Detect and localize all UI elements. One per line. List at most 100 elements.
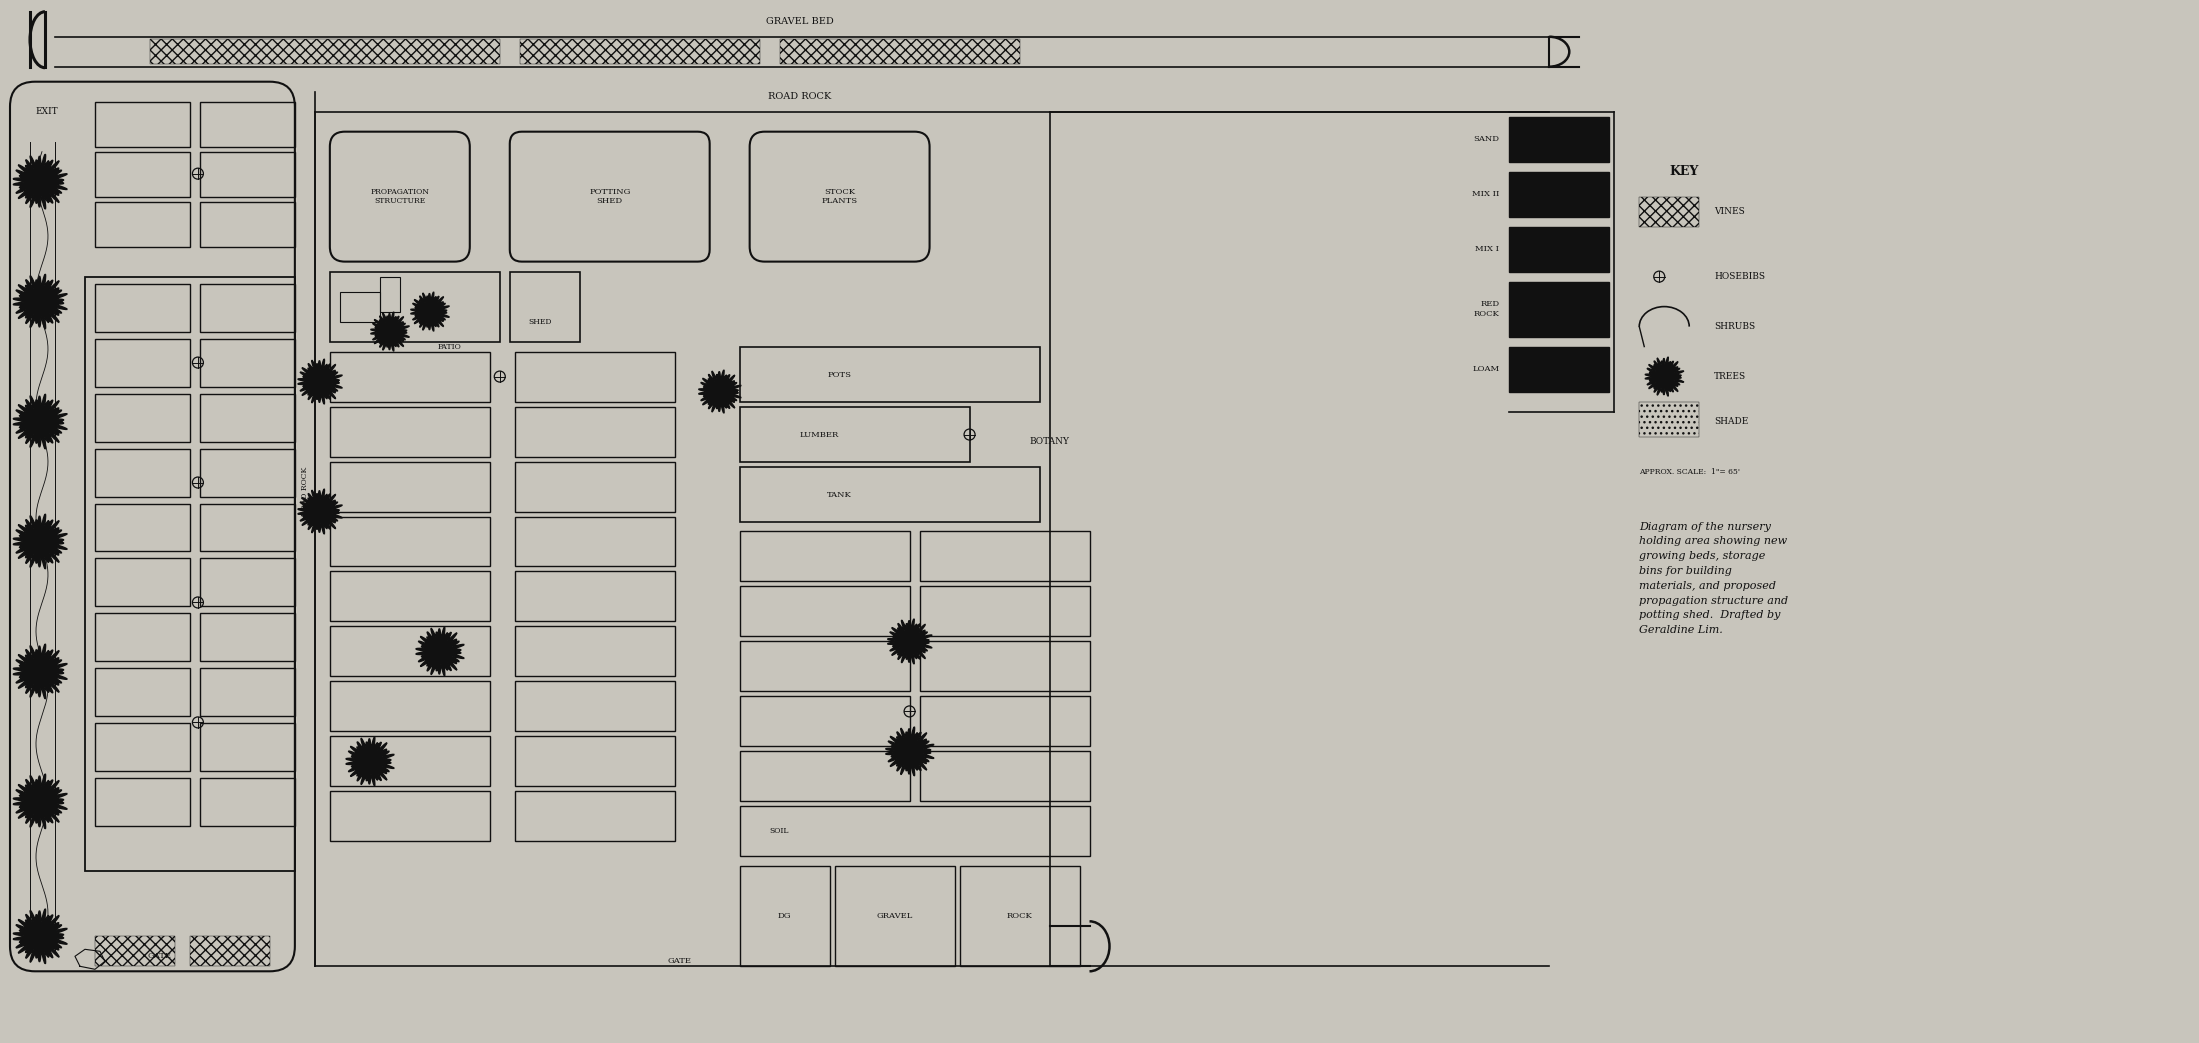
- Bar: [739, 867, 829, 966]
- Polygon shape: [297, 489, 343, 534]
- Bar: [95, 339, 189, 387]
- Bar: [515, 461, 675, 511]
- Text: LUMBER: LUMBER: [800, 431, 840, 438]
- Polygon shape: [13, 514, 66, 568]
- Bar: [95, 151, 189, 197]
- Polygon shape: [13, 645, 66, 699]
- Bar: [95, 558, 189, 606]
- Bar: [330, 516, 490, 566]
- Text: LOAM: LOAM: [1471, 365, 1500, 373]
- Text: STOCK
PLANTS: STOCK PLANTS: [822, 188, 858, 205]
- Text: SHRUBS: SHRUBS: [1715, 322, 1755, 331]
- Bar: [739, 806, 1089, 856]
- Bar: [781, 39, 1020, 64]
- Text: Diagram of the nursery
holding area showing new
growing beds, storage
bins for b: Diagram of the nursery holding area show…: [1638, 522, 1788, 635]
- Bar: [739, 407, 970, 461]
- Text: SHED: SHED: [528, 317, 552, 325]
- Bar: [1509, 226, 1610, 271]
- Bar: [200, 778, 295, 826]
- Bar: [739, 466, 1040, 522]
- Text: MIX I: MIX I: [1476, 245, 1500, 253]
- Polygon shape: [416, 627, 464, 676]
- Polygon shape: [372, 312, 409, 351]
- Polygon shape: [297, 359, 343, 404]
- Bar: [200, 504, 295, 552]
- Polygon shape: [13, 774, 66, 829]
- Bar: [919, 641, 1089, 692]
- Bar: [95, 669, 189, 717]
- Bar: [919, 751, 1089, 801]
- Bar: [200, 669, 295, 717]
- Bar: [200, 558, 295, 606]
- Bar: [739, 697, 910, 747]
- Bar: [200, 448, 295, 496]
- Bar: [200, 101, 295, 147]
- Bar: [919, 697, 1089, 747]
- Bar: [200, 339, 295, 387]
- Bar: [330, 627, 490, 677]
- Bar: [95, 201, 189, 246]
- Bar: [739, 751, 910, 801]
- Bar: [1509, 346, 1610, 391]
- Polygon shape: [411, 292, 449, 331]
- Bar: [200, 613, 295, 661]
- Bar: [739, 641, 910, 692]
- Polygon shape: [13, 274, 66, 329]
- Bar: [95, 613, 189, 661]
- Text: MIX II: MIX II: [1471, 190, 1500, 198]
- Bar: [95, 937, 176, 966]
- Bar: [1638, 402, 1700, 437]
- Polygon shape: [345, 737, 394, 785]
- Text: TREES: TREES: [1715, 372, 1746, 381]
- Text: DG: DG: [778, 913, 792, 920]
- Bar: [515, 736, 675, 786]
- Text: RED
ROCK: RED ROCK: [1473, 300, 1500, 318]
- Text: POTTING
SHED: POTTING SHED: [589, 188, 631, 205]
- Bar: [959, 867, 1080, 966]
- Text: KEY: KEY: [1669, 165, 1698, 178]
- Bar: [95, 504, 189, 552]
- Bar: [515, 681, 675, 731]
- Bar: [200, 284, 295, 332]
- Text: EXIT: EXIT: [35, 107, 57, 116]
- Bar: [330, 792, 490, 842]
- Text: PROPAGATION
STRUCTURE: PROPAGATION STRUCTURE: [369, 188, 429, 205]
- Bar: [515, 516, 675, 566]
- Bar: [95, 448, 189, 496]
- Bar: [95, 101, 189, 147]
- Bar: [836, 867, 954, 966]
- Bar: [200, 393, 295, 441]
- Text: SHADE: SHADE: [1715, 417, 1748, 426]
- Polygon shape: [888, 618, 932, 664]
- Bar: [739, 346, 1040, 402]
- Text: GATE: GATE: [668, 957, 693, 966]
- Bar: [330, 681, 490, 731]
- Bar: [95, 778, 189, 826]
- Bar: [1509, 282, 1610, 337]
- Text: PATIO: PATIO: [438, 342, 462, 350]
- Bar: [95, 284, 189, 332]
- Bar: [330, 271, 499, 341]
- Bar: [515, 351, 675, 402]
- Bar: [515, 792, 675, 842]
- Polygon shape: [886, 727, 935, 776]
- Text: APPROX. SCALE:  1"= 65': APPROX. SCALE: 1"= 65': [1638, 467, 1739, 476]
- Bar: [200, 151, 295, 197]
- Bar: [330, 407, 490, 457]
- Bar: [515, 627, 675, 677]
- Bar: [515, 407, 675, 457]
- Text: ROCK: ROCK: [1007, 913, 1034, 920]
- Bar: [380, 276, 400, 312]
- Bar: [519, 39, 759, 64]
- Bar: [739, 586, 910, 636]
- Bar: [739, 532, 910, 582]
- Text: GRAVEL: GRAVEL: [877, 913, 913, 920]
- Text: ROAD ROCK: ROAD ROCK: [767, 92, 831, 101]
- Polygon shape: [699, 370, 741, 413]
- Bar: [150, 39, 499, 64]
- Bar: [1638, 197, 1700, 226]
- Bar: [95, 724, 189, 772]
- Polygon shape: [13, 154, 66, 209]
- Bar: [510, 271, 581, 341]
- Bar: [86, 276, 295, 871]
